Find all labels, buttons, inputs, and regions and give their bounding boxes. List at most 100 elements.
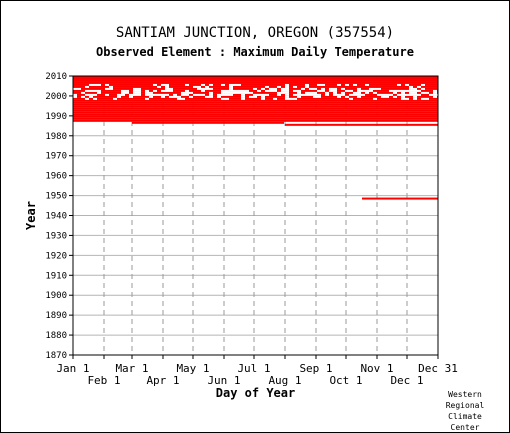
missing-data-gap bbox=[381, 93, 385, 96]
missing-data-gap bbox=[337, 93, 341, 96]
missing-data-gap bbox=[229, 93, 233, 96]
missing-data-gap bbox=[421, 83, 425, 86]
missing-data-gap bbox=[73, 93, 77, 96]
missing-data-gap bbox=[361, 93, 365, 96]
y-tick-label: 1880 bbox=[45, 331, 67, 341]
missing-data-gap bbox=[401, 97, 405, 100]
missing-data-gap bbox=[309, 93, 313, 96]
credit-line: Climate bbox=[448, 412, 482, 421]
missing-data-gap bbox=[121, 89, 125, 92]
y-tick-label: 2000 bbox=[45, 92, 67, 102]
missing-data-gap bbox=[229, 83, 233, 86]
missing-data-gap bbox=[117, 95, 121, 98]
observed-period-bar bbox=[132, 121, 284, 124]
missing-data-gap bbox=[253, 95, 257, 98]
missing-data-gap bbox=[305, 85, 309, 88]
missing-data-gap bbox=[193, 93, 197, 96]
missing-data-gap bbox=[145, 91, 149, 94]
missing-data-gap bbox=[269, 87, 273, 90]
missing-data-gap bbox=[185, 89, 189, 92]
missing-data-gap bbox=[257, 89, 261, 92]
missing-data-gap bbox=[161, 89, 165, 92]
x-tick-label: Jul 1 bbox=[237, 362, 270, 375]
missing-data-gap bbox=[241, 97, 245, 100]
missing-data-gap bbox=[73, 95, 77, 98]
missing-data-gap bbox=[209, 91, 213, 94]
y-tick-label: 1930 bbox=[45, 231, 67, 241]
missing-data-gap bbox=[261, 97, 265, 100]
missing-data-gap bbox=[93, 93, 97, 96]
missing-data-gap bbox=[185, 93, 189, 96]
missing-data-gap bbox=[341, 93, 345, 96]
missing-data-gap bbox=[73, 87, 77, 90]
missing-data-gap bbox=[309, 87, 313, 90]
missing-data-gap bbox=[341, 87, 345, 90]
missing-data-gap bbox=[385, 93, 389, 96]
missing-data-gap bbox=[357, 91, 361, 94]
x-tick-label: Oct 1 bbox=[329, 374, 362, 387]
missing-data-gap bbox=[81, 91, 85, 94]
missing-data-gap bbox=[285, 83, 289, 86]
missing-data-gap bbox=[433, 89, 437, 92]
missing-data-gap bbox=[149, 93, 153, 96]
missing-data-gap bbox=[125, 91, 129, 94]
missing-data-gap bbox=[313, 91, 317, 94]
missing-data-gap bbox=[285, 91, 289, 94]
missing-data-gap bbox=[97, 91, 101, 94]
missing-data-gap bbox=[221, 93, 225, 96]
missing-data-gap bbox=[321, 89, 325, 92]
missing-data-gap bbox=[145, 97, 149, 100]
missing-data-gap bbox=[365, 83, 369, 86]
missing-data-gap bbox=[237, 91, 241, 94]
missing-data-gap bbox=[413, 91, 417, 94]
missing-data-gap bbox=[409, 93, 413, 96]
missing-data-gap bbox=[437, 93, 441, 96]
missing-data-gap bbox=[389, 93, 393, 96]
missing-data-gap bbox=[417, 93, 421, 96]
missing-data-gap bbox=[181, 97, 185, 100]
observed-period-bar bbox=[73, 99, 438, 102]
x-axis-title: Day of Year bbox=[216, 386, 295, 400]
missing-data-gap bbox=[225, 91, 229, 94]
missing-data-gap bbox=[133, 87, 137, 90]
missing-data-gap bbox=[413, 87, 417, 90]
missing-data-gap bbox=[209, 83, 213, 86]
y-tick-label: 2010 bbox=[45, 72, 67, 82]
missing-data-gap bbox=[393, 91, 397, 94]
missing-data-gap bbox=[209, 95, 213, 98]
missing-data-gap bbox=[109, 87, 113, 90]
missing-data-gap bbox=[225, 93, 229, 96]
missing-data-gap bbox=[401, 91, 405, 94]
missing-data-gap bbox=[229, 89, 233, 92]
observed-period-bar bbox=[73, 103, 438, 106]
missing-data-gap bbox=[337, 95, 341, 98]
credit-line: Center bbox=[450, 423, 480, 432]
missing-data-gaps bbox=[73, 83, 441, 100]
missing-data-gap bbox=[301, 87, 305, 90]
missing-data-gap bbox=[121, 93, 125, 96]
missing-data-gap bbox=[85, 97, 89, 100]
missing-data-gap bbox=[181, 91, 185, 94]
missing-data-gap bbox=[257, 93, 261, 96]
missing-data-gap bbox=[265, 89, 269, 92]
missing-data-gap bbox=[317, 95, 321, 98]
observed-period-bar bbox=[73, 85, 438, 88]
missing-data-gap bbox=[401, 93, 405, 96]
missing-data-gap bbox=[117, 93, 121, 96]
missing-data-gap bbox=[125, 89, 129, 92]
missing-data-gap bbox=[321, 83, 325, 86]
missing-data-gap bbox=[277, 85, 281, 88]
missing-data-gap bbox=[297, 95, 301, 98]
missing-data-gap bbox=[81, 95, 85, 98]
missing-data-gap bbox=[201, 87, 205, 90]
observed-period-bar bbox=[362, 197, 438, 200]
observed-period-bar bbox=[73, 101, 438, 104]
missing-data-gap bbox=[225, 89, 229, 92]
missing-data-gap bbox=[277, 93, 281, 96]
missing-data-gap bbox=[397, 83, 401, 86]
missing-data-gap bbox=[365, 89, 369, 92]
missing-data-gap bbox=[293, 93, 297, 96]
missing-data-gap bbox=[289, 97, 293, 100]
x-tick-label: Apr 1 bbox=[146, 374, 179, 387]
observed-period-bar bbox=[73, 91, 438, 94]
